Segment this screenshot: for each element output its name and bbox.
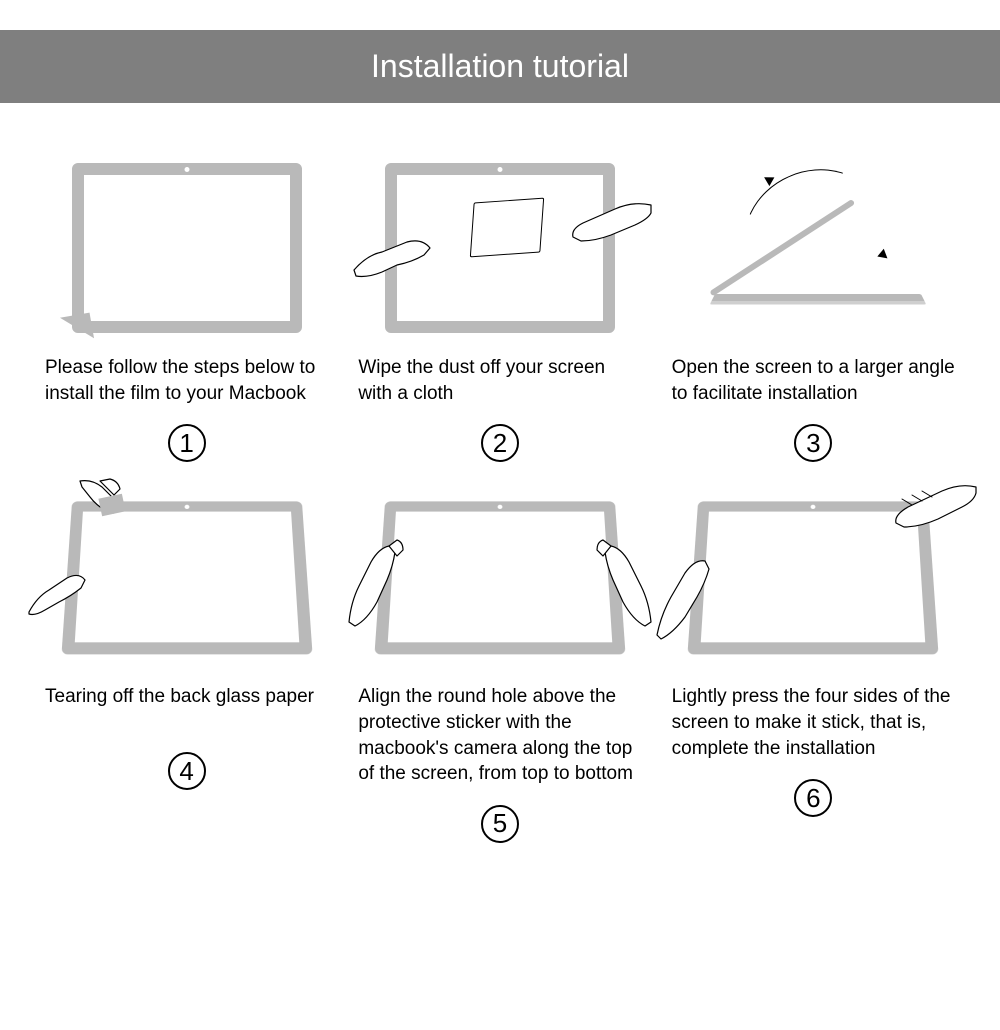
step-5: Align the round hole above the protectiv… xyxy=(358,482,641,843)
step-2-number: 2 xyxy=(481,424,519,462)
step-1-text: Please follow the steps below to install… xyxy=(45,355,328,406)
step-4-illustration xyxy=(45,482,328,672)
step-2-text: Wipe the dust off your screen with a clo… xyxy=(358,355,641,406)
cloth-icon xyxy=(470,198,544,258)
hand-left-icon xyxy=(352,220,442,290)
step-5-number: 5 xyxy=(481,805,519,843)
hand-right-icon xyxy=(553,193,653,263)
hand-left-icon xyxy=(27,552,107,632)
step-3-text: Open the screen to a larger angle to fac… xyxy=(672,355,955,406)
laptop-base-icon xyxy=(711,294,925,302)
hand-right-press-icon xyxy=(868,477,978,552)
step-3-illustration xyxy=(672,153,955,343)
header-bar: Installation tutorial xyxy=(0,30,1000,103)
step-3-number: 3 xyxy=(794,424,832,462)
step-1-illustration xyxy=(45,153,328,343)
step-6: Lightly press the four sides of the scre… xyxy=(672,482,955,843)
header-title: Installation tutorial xyxy=(371,48,629,84)
step-6-text: Lightly press the four sides of the scre… xyxy=(672,684,955,761)
step-2: Wipe the dust off your screen with a clo… xyxy=(358,153,641,462)
step-5-illustration xyxy=(358,482,641,672)
tablet-frame xyxy=(72,163,302,333)
step-4-text: Tearing off the back glass paper xyxy=(45,684,314,734)
step-6-illustration xyxy=(672,482,955,672)
arrowhead-down-icon xyxy=(878,249,891,262)
step-5-text: Align the round hole above the protectiv… xyxy=(358,684,641,787)
step-6-number: 6 xyxy=(794,779,832,817)
laptop-open-icon xyxy=(683,163,943,333)
step-1-number: 1 xyxy=(168,424,206,462)
steps-grid: Please follow the steps below to install… xyxy=(0,103,1000,843)
step-4: Tearing off the back glass paper 4 xyxy=(45,482,328,843)
hand-right-hold-icon xyxy=(575,532,655,632)
step-4-number: 4 xyxy=(168,752,206,790)
film-peel-corner xyxy=(60,313,94,344)
step-2-illustration xyxy=(358,153,641,343)
step-3: Open the screen to a larger angle to fac… xyxy=(672,153,955,462)
step-1: Please follow the steps below to install… xyxy=(45,153,328,462)
hand-left-press-icon xyxy=(653,547,738,642)
tablet-frame xyxy=(385,163,615,333)
hand-left-hold-icon xyxy=(345,532,425,632)
